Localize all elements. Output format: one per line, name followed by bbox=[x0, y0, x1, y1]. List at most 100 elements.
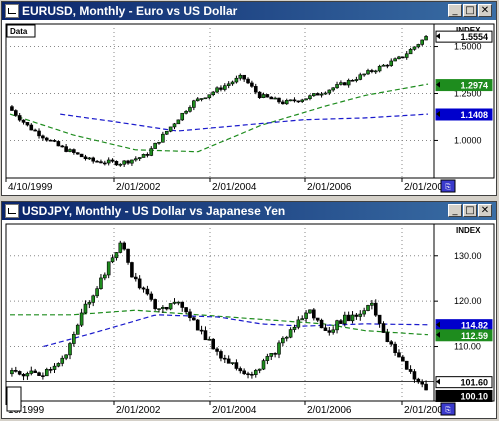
candle-body bbox=[203, 330, 208, 341]
candle-body bbox=[75, 324, 80, 335]
axis-settings-button[interactable] bbox=[440, 402, 456, 416]
index-label: INDEX bbox=[456, 26, 481, 35]
usdjpy-chart-window[interactable]: USDJPY, Monthly - US Dollar vs Japanese … bbox=[1, 201, 497, 419]
price-tick-label: 110.00 bbox=[454, 342, 481, 352]
axis-settings-button[interactable] bbox=[440, 179, 456, 193]
candle-body bbox=[246, 78, 250, 84]
candle-body bbox=[261, 94, 266, 99]
candle-body bbox=[350, 79, 355, 82]
candle-body bbox=[207, 338, 212, 341]
date-tick-label: 2/01/2004 bbox=[212, 405, 257, 416]
price-tag-box bbox=[435, 329, 493, 342]
candle-body bbox=[118, 242, 123, 253]
data-tag-label: Data bbox=[10, 27, 28, 36]
candle-body bbox=[412, 371, 417, 380]
data-tag-box bbox=[6, 24, 36, 38]
candle-body bbox=[41, 375, 45, 377]
candle-body bbox=[29, 370, 34, 374]
candle-body bbox=[64, 354, 68, 359]
candle-body bbox=[87, 157, 92, 160]
scroll-handle[interactable] bbox=[6, 386, 22, 412]
candle-body bbox=[230, 362, 235, 364]
candle-body bbox=[211, 91, 215, 96]
candle-body bbox=[161, 306, 165, 309]
candle-body bbox=[219, 351, 223, 359]
title-bar[interactable]: USDJPY, Monthly - US Dollar vs Japanese … bbox=[2, 202, 496, 220]
close-button[interactable]: ✕ bbox=[478, 204, 492, 217]
candle-body bbox=[14, 370, 18, 372]
plot-area bbox=[5, 223, 435, 402]
candle-body bbox=[203, 97, 208, 100]
candle-body bbox=[141, 287, 146, 290]
candle-body bbox=[335, 320, 339, 331]
candle-body bbox=[408, 49, 413, 55]
maximize-button[interactable]: □ bbox=[463, 204, 477, 217]
candle-body bbox=[362, 310, 366, 315]
candle-body bbox=[48, 139, 53, 142]
candle-body bbox=[122, 160, 126, 165]
candle-body bbox=[133, 276, 138, 280]
candle-body bbox=[370, 70, 374, 72]
candle-body bbox=[339, 82, 343, 85]
candle-body bbox=[257, 91, 262, 99]
candle-body bbox=[64, 146, 68, 152]
candle-body bbox=[292, 99, 297, 102]
candle-body bbox=[273, 353, 277, 355]
candle-body bbox=[373, 70, 378, 73]
candle-body bbox=[29, 124, 34, 131]
candle-body bbox=[137, 157, 142, 160]
candle-body bbox=[223, 357, 227, 360]
candle-body bbox=[412, 46, 417, 50]
candle-body bbox=[44, 137, 49, 141]
candle-body bbox=[52, 365, 57, 370]
price-tag-box bbox=[435, 30, 493, 43]
candle-body bbox=[103, 162, 107, 165]
candle-body bbox=[312, 309, 316, 319]
candle-body bbox=[292, 326, 297, 330]
price-tag-box bbox=[435, 79, 493, 92]
candle-body bbox=[354, 79, 359, 81]
axis-settings-icon: ⎘ bbox=[445, 183, 451, 191]
candle-body bbox=[269, 96, 274, 100]
candle-body bbox=[358, 313, 363, 317]
candle-body bbox=[79, 153, 84, 158]
price-tag-label: 112.59 bbox=[461, 331, 488, 341]
candle-body bbox=[308, 95, 312, 100]
candle-body bbox=[327, 330, 332, 333]
maximize-button[interactable]: □ bbox=[463, 4, 477, 17]
candle-body bbox=[106, 159, 111, 164]
candle-body bbox=[335, 84, 339, 89]
candle-body bbox=[246, 373, 250, 376]
minimize-button[interactable]: _ bbox=[448, 4, 462, 17]
candle-body bbox=[242, 74, 246, 80]
candle-body bbox=[424, 383, 428, 391]
date-tick-label: 10/1999 bbox=[8, 405, 45, 416]
candle-body bbox=[145, 154, 150, 156]
candle-body bbox=[56, 363, 61, 367]
candle-body bbox=[60, 357, 65, 364]
close-button[interactable]: ✕ bbox=[478, 4, 492, 17]
candle-body bbox=[153, 299, 157, 310]
candle-body bbox=[401, 56, 405, 59]
eurusd-chart-window[interactable]: EURUSD, Monthly - Euro vs US Dollar _ □ … bbox=[1, 1, 497, 196]
date-tick-label: 4/10/1999 bbox=[8, 182, 53, 193]
candle-body bbox=[211, 338, 215, 350]
candle-body bbox=[354, 314, 359, 317]
candle-body bbox=[10, 370, 14, 375]
candle-body bbox=[300, 318, 305, 321]
candle-body bbox=[126, 160, 130, 164]
candle-body bbox=[68, 343, 72, 356]
chart-window-icon bbox=[5, 4, 19, 18]
candle-body bbox=[284, 100, 289, 105]
candle-body bbox=[296, 319, 301, 328]
date-tick-label: 2/01/2004 bbox=[212, 182, 257, 193]
candle-body bbox=[389, 60, 394, 66]
date-tick-label: 2/01/2008 bbox=[404, 405, 449, 416]
title-bar[interactable]: EURUSD, Monthly - Euro vs US Dollar _ □ … bbox=[2, 2, 496, 20]
candle-body bbox=[238, 368, 243, 372]
candle-body bbox=[21, 373, 26, 377]
minimize-button[interactable]: _ bbox=[448, 204, 462, 217]
candle-body bbox=[95, 288, 99, 297]
